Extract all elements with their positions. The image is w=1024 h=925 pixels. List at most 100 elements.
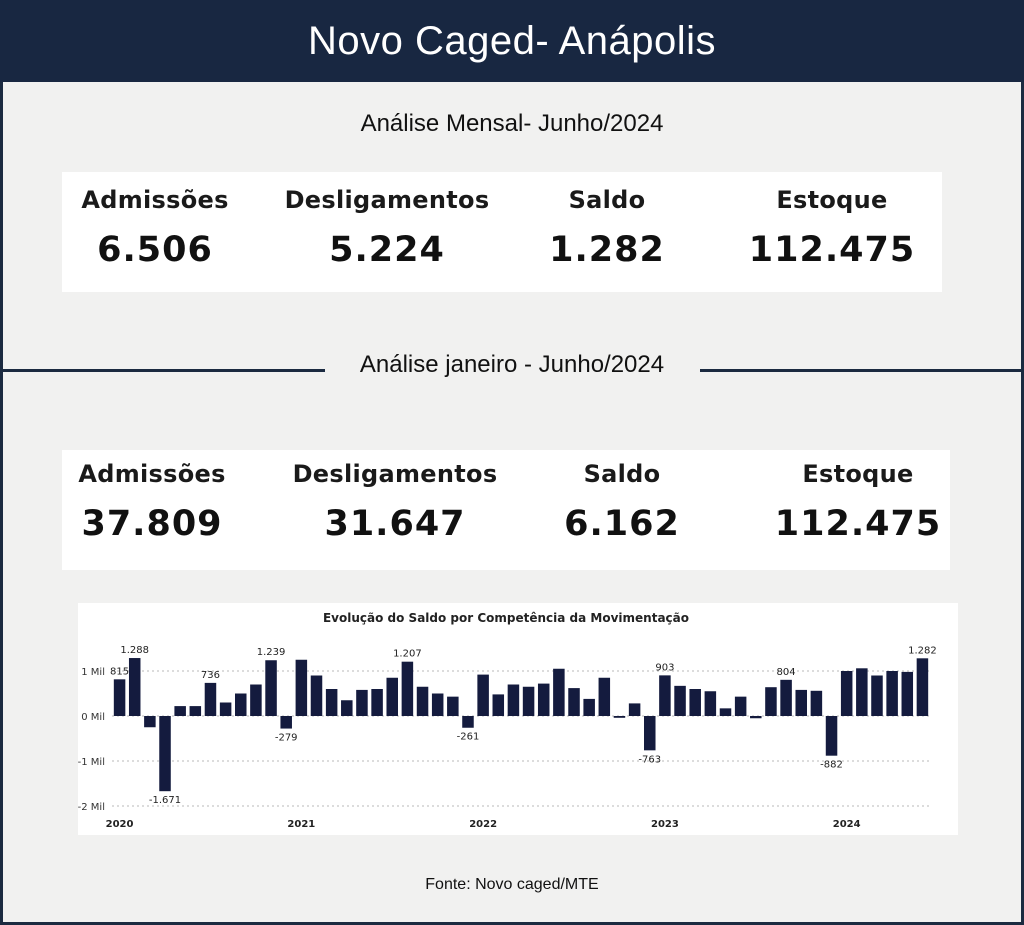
ytd-kpi-admissoes: Admissões 37.809 [67, 460, 237, 544]
bar [644, 716, 656, 751]
bar [265, 660, 277, 716]
data-label: 1.282 [908, 645, 937, 656]
monthly-kpi-saldo: Saldo 1.282 [537, 186, 677, 270]
kpi-label: Admissões [78, 460, 226, 488]
data-label: 1.288 [120, 645, 149, 656]
bar [159, 716, 171, 792]
bar [553, 668, 565, 716]
data-label: -279 [275, 733, 298, 744]
data-label: 736 [201, 670, 220, 681]
kpi-value: 6.162 [564, 504, 680, 544]
bar [295, 659, 308, 716]
bar [280, 716, 292, 729]
bar [144, 716, 156, 728]
data-label: 815 [110, 666, 129, 677]
bar [250, 684, 262, 716]
bar [447, 696, 459, 716]
data-label: 1.207 [393, 649, 422, 660]
y-tick-label: 1 Mil [81, 667, 105, 678]
source-note: Fonte: Novo caged/MTE [425, 876, 599, 893]
bar [719, 708, 732, 716]
bar [628, 703, 641, 716]
bar [386, 677, 398, 716]
bar [174, 706, 186, 716]
ytd-kpi-saldo: Saldo 6.162 [552, 460, 692, 544]
x-tick-label: 2021 [287, 819, 315, 830]
y-tick-label: 0 Mil [81, 712, 105, 723]
bar [431, 693, 444, 716]
bar [235, 693, 247, 716]
bar [477, 674, 489, 716]
kpi-value: 5.224 [329, 230, 445, 270]
bar [750, 716, 762, 719]
saldo-bar-chart: Evolução do Saldo por Competência da Mov… [78, 611, 937, 830]
monthly-kpi-panel: Admissões 6.506 Desligamentos 5.224 Sald… [62, 172, 942, 292]
saldo-chart-panel: Evolução do Saldo por Competência da Mov… [78, 603, 958, 835]
data-label: 804 [777, 667, 796, 678]
ytd-section-title: Análise janeiro - Junho/2024 [359, 351, 665, 378]
bar [128, 658, 141, 716]
bar [613, 716, 626, 718]
kpi-value: 31.647 [324, 504, 466, 544]
bar [795, 689, 807, 716]
data-label: 903 [655, 662, 674, 673]
bar [356, 689, 368, 716]
bar [325, 689, 338, 716]
bar [734, 696, 747, 716]
bar [219, 702, 232, 716]
page-title: Novo Caged- Anápolis [307, 18, 717, 63]
bar [341, 700, 353, 716]
bar [583, 698, 595, 716]
bar [204, 682, 217, 716]
bar [916, 658, 929, 716]
bar [840, 671, 853, 716]
monthly-kpi-estoque: Estoque 112.475 [742, 186, 922, 270]
chart-title: Evolução do Saldo por Competência da Mov… [323, 611, 689, 625]
kpi-label: Desligamentos [284, 186, 490, 214]
bar [492, 694, 505, 716]
ytd-kpi-desligamentos: Desligamentos 31.647 [277, 460, 513, 544]
bar [871, 675, 883, 716]
monthly-kpi-admissoes: Admissões 6.506 [67, 186, 243, 270]
section-divider-right [700, 369, 1024, 372]
bar [416, 686, 429, 716]
data-label: -882 [820, 760, 843, 771]
monthly-section-title: Análise Mensal- Junho/2024 [360, 110, 664, 137]
kpi-label: Saldo [568, 186, 646, 214]
bar [189, 706, 202, 716]
x-tick-label: 2022 [469, 819, 497, 830]
bar [780, 679, 792, 716]
data-label: -763 [638, 754, 661, 765]
bar [568, 688, 580, 716]
y-tick-label: -2 Mil [78, 802, 105, 813]
bar [704, 691, 717, 716]
bar [689, 689, 701, 716]
kpi-value: 1.282 [549, 230, 665, 270]
bar [765, 687, 777, 716]
bar [371, 689, 383, 716]
kpi-value: 112.475 [748, 230, 916, 270]
ytd-kpi-estoque: Estoque 112.475 [770, 460, 946, 544]
bar [886, 671, 898, 716]
page-header: Novo Caged- Anápolis [0, 0, 1024, 82]
data-label: 1.239 [257, 647, 286, 658]
bar [401, 661, 414, 716]
bar [522, 686, 535, 716]
bar [507, 684, 520, 716]
kpi-label: Desligamentos [292, 460, 498, 488]
kpi-label: Estoque [802, 460, 914, 488]
kpi-value: 6.506 [97, 230, 213, 270]
y-tick-label: -1 Mil [78, 757, 105, 768]
bar [810, 690, 823, 716]
kpi-label: Admissões [81, 186, 229, 214]
data-label: -1.671 [149, 795, 181, 806]
section-divider-left [0, 369, 325, 372]
data-label: -261 [457, 732, 480, 743]
monthly-kpi-desligamentos: Desligamentos 5.224 [272, 186, 502, 270]
x-tick-label: 2020 [106, 819, 134, 830]
kpi-value: 37.809 [81, 504, 223, 544]
bar [113, 679, 126, 716]
bar [659, 675, 671, 716]
bar [310, 675, 323, 716]
